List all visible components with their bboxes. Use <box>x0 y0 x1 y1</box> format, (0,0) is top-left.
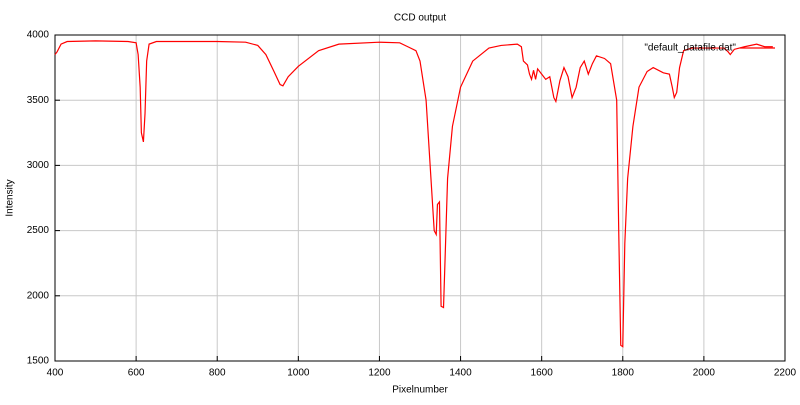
y-axis-label: Intensity <box>5 179 16 216</box>
y-tick-label: 3000 <box>27 160 50 171</box>
x-tick-label: 2200 <box>774 368 797 379</box>
x-tick-label: 1000 <box>287 368 310 379</box>
y-tick-label: 1500 <box>27 356 50 367</box>
x-tick-label: 1200 <box>368 368 391 379</box>
x-tick-label: 1400 <box>449 368 472 379</box>
y-tick-label: 2500 <box>27 225 50 236</box>
x-tick-label: 600 <box>128 368 145 379</box>
plot-frame <box>54 34 786 362</box>
data-line <box>54 40 773 348</box>
x-tick-label: 1600 <box>531 368 554 379</box>
y-tick-label: 3500 <box>27 95 50 106</box>
x-tick-label: 400 <box>47 368 64 379</box>
x-axis-label: Pixelnumber <box>392 385 448 396</box>
x-tick-label: 2000 <box>693 368 716 379</box>
x-tick-label: 1800 <box>612 368 635 379</box>
y-tick-label: 4000 <box>27 30 50 41</box>
chart-title: CCD output <box>394 13 446 24</box>
x-tick-label: 800 <box>209 368 226 379</box>
y-tick-label: 2000 <box>27 290 50 301</box>
legend-label: "default_datafile.dat" <box>644 43 736 54</box>
